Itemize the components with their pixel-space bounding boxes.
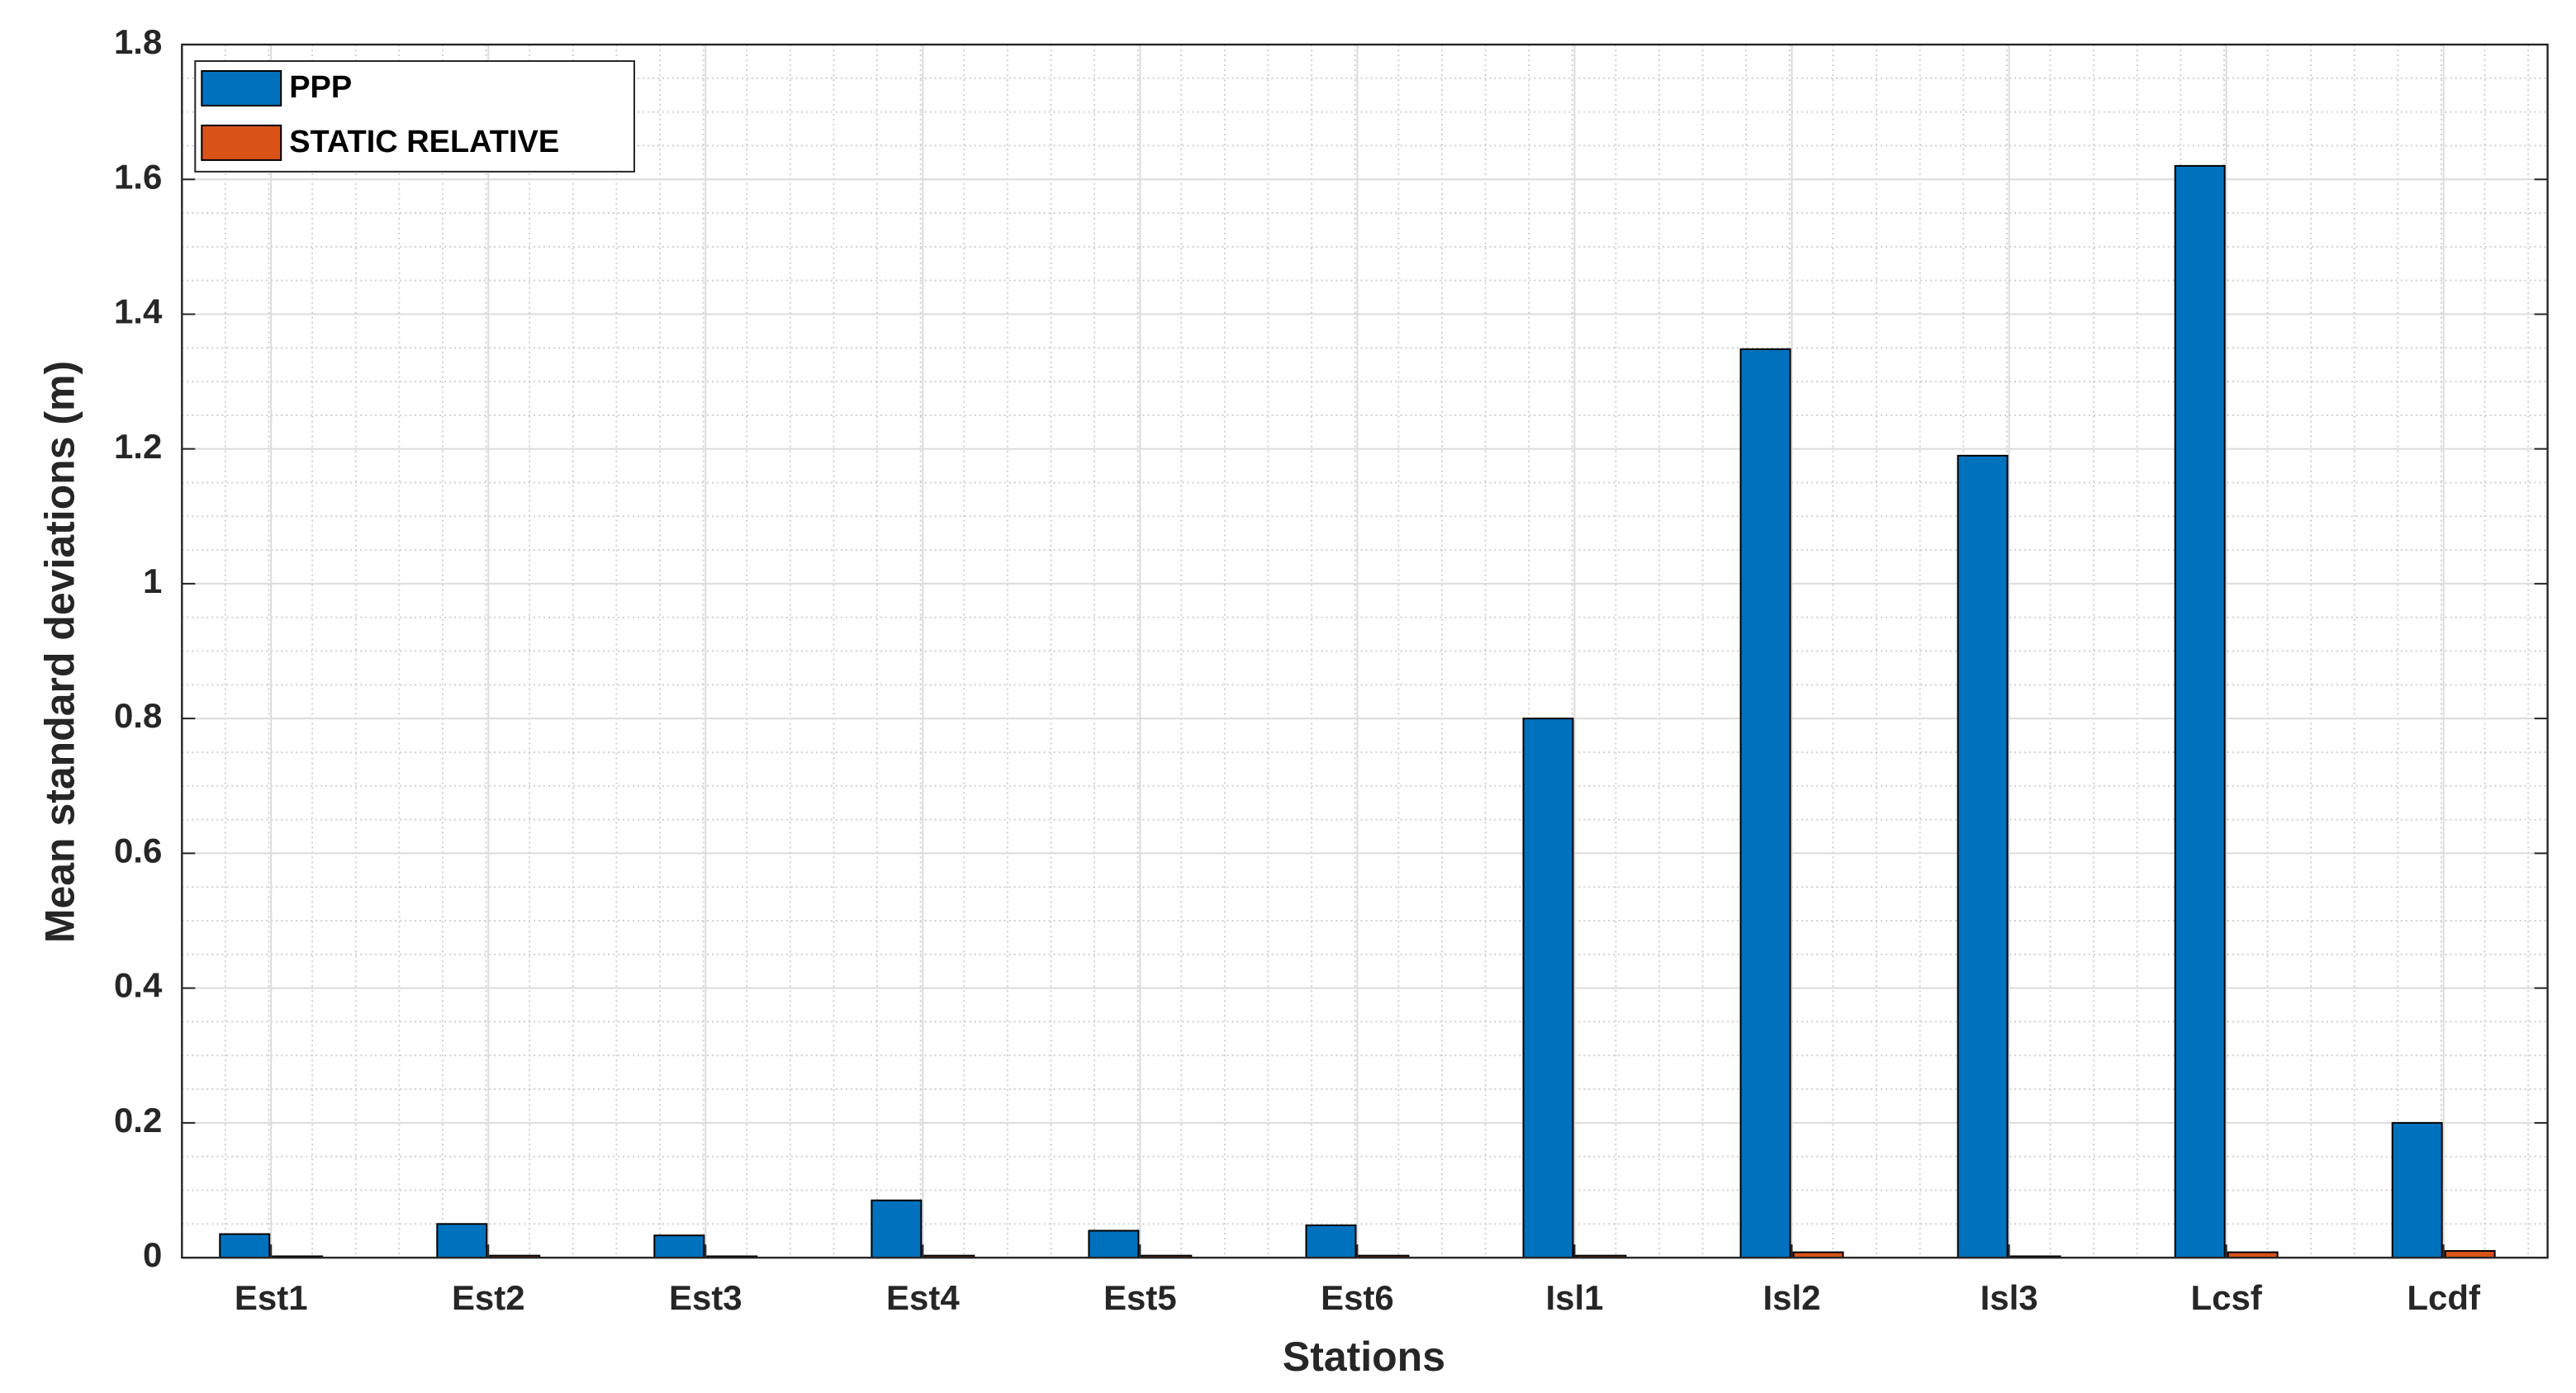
bar: [1739, 348, 1791, 1259]
x-tick-label: Est1: [235, 1278, 308, 1317]
x-tick-label: Est6: [1321, 1278, 1394, 1317]
bar: [1305, 1224, 1357, 1259]
axes: 0 0.2 0.4 0.6 0.8 1 1.2 1.4 1.6 1.8 Est1 Est2 Est3 Es…: [114, 22, 2549, 1317]
legend-swatch: [201, 69, 282, 107]
bar: [1088, 1230, 1140, 1259]
y-tick-label: 1.4: [114, 292, 163, 331]
x-tick-label: Isl2: [1763, 1278, 1821, 1317]
x-tick-label: Est2: [452, 1278, 525, 1317]
bar: [2444, 1249, 2496, 1259]
y-tick-label: 1: [143, 561, 162, 600]
bar: [653, 1234, 705, 1259]
legend: PPP STATIC RELATIVE: [194, 59, 635, 173]
bar: [436, 1223, 488, 1259]
y-tick-label: 1.2: [114, 427, 162, 466]
y-tick-label: 1.6: [114, 157, 162, 196]
plot-frame: [181, 43, 2549, 1259]
bar: [2391, 1121, 2443, 1259]
bar: [1957, 454, 2009, 1259]
bar: [219, 1233, 271, 1259]
bar: [871, 1199, 923, 1259]
legend-label: PPP: [289, 70, 352, 105]
x-tick-label: Isl3: [1981, 1278, 2038, 1317]
y-tick-label: 0.2: [114, 1101, 162, 1140]
x-tick-label: Isl1: [1545, 1278, 1603, 1317]
y-tick-label: 0.4: [114, 966, 163, 1005]
legend-swatch: [201, 124, 282, 161]
y-tick-label: 1.8: [114, 22, 162, 61]
bar: [2174, 164, 2226, 1259]
x-axis-label: Stations: [1283, 1334, 1445, 1380]
x-tick-label: Lcdf: [2407, 1278, 2481, 1317]
legend-label: STATIC RELATIVE: [289, 125, 559, 159]
y-tick-label: 0.6: [114, 831, 162, 869]
x-tick-label: Est4: [886, 1278, 960, 1317]
bar: [1522, 718, 1574, 1259]
x-tick-label: Est5: [1103, 1278, 1177, 1317]
grid: [182, 43, 2548, 1259]
y-tick-label: 0.8: [114, 696, 162, 735]
x-tick-label: Lcsf: [2190, 1278, 2262, 1317]
y-tick-label: 0: [143, 1235, 162, 1274]
x-tick-label: Est3: [669, 1278, 742, 1317]
y-axis-label: Mean standard deviations (m): [37, 361, 83, 943]
